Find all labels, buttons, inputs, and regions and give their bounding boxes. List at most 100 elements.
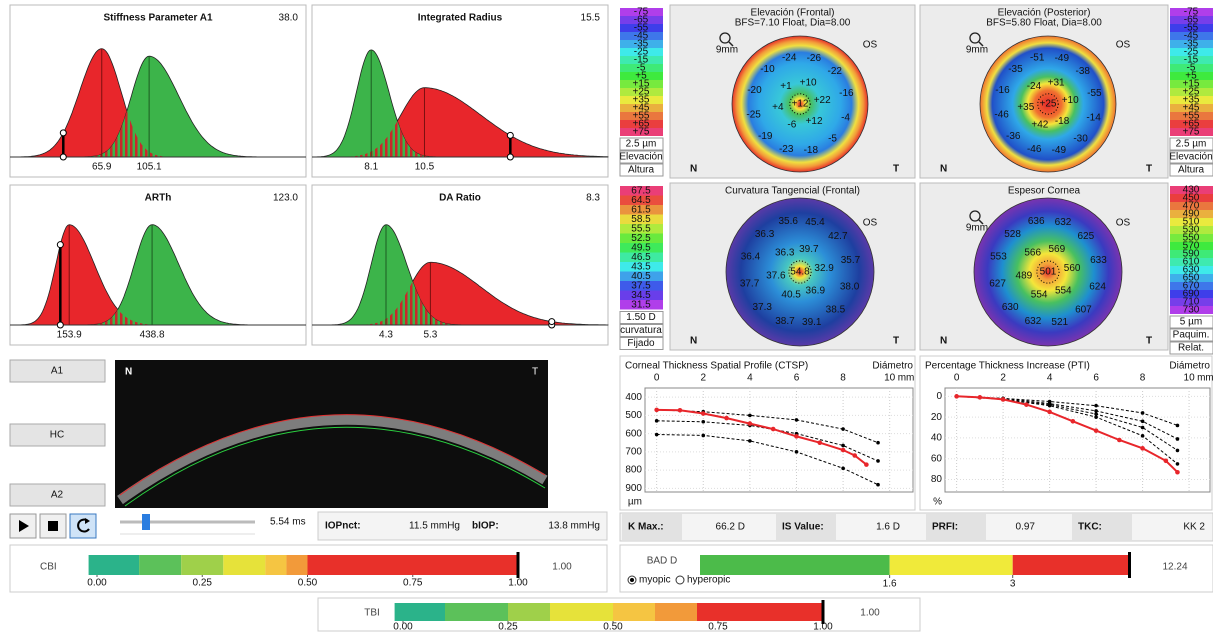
- legend-cell: [620, 80, 663, 88]
- axis-label: Diámetro: [872, 361, 913, 372]
- temporal-label: T: [893, 164, 899, 175]
- gauge-tick-label: 1.00: [813, 622, 833, 632]
- bad-value: 12.24: [1162, 562, 1187, 573]
- marker-dot: [548, 318, 556, 326]
- legend-button[interactable]: [619, 311, 664, 324]
- legend-label: -15: [634, 55, 649, 66]
- legend-button[interactable]: [1169, 315, 1213, 329]
- data-point: [677, 407, 683, 413]
- pupil-ring: [788, 260, 812, 284]
- legend-button[interactable]: [619, 324, 664, 337]
- map-value: +10: [800, 78, 817, 89]
- zoom-icon[interactable]: [719, 32, 731, 44]
- legend-button[interactable]: [619, 337, 664, 350]
- legend-cell: [620, 233, 663, 243]
- legend-label: +35: [633, 95, 650, 106]
- reference-line: [956, 395, 1178, 465]
- legend-label: +75: [633, 127, 650, 138]
- gauge-tick-label: 0.25: [498, 622, 518, 632]
- map-value: 566: [1024, 248, 1041, 259]
- legend-label: -65: [1184, 15, 1199, 26]
- map-value: 35.6: [778, 216, 798, 227]
- legend-cell: [1170, 128, 1213, 136]
- gauge-segment: [889, 555, 1013, 575]
- eye-label: OS: [1116, 218, 1131, 229]
- data-point: [841, 427, 845, 431]
- eye-label: OS: [863, 40, 878, 51]
- map-value: 45.4: [805, 217, 825, 228]
- legend-cell: [1170, 274, 1213, 282]
- map-value: -4: [841, 112, 850, 123]
- legend-label: 710: [1183, 297, 1200, 308]
- map-value: -10: [760, 64, 775, 75]
- legend-label: +15: [633, 79, 650, 90]
- stop-button[interactable]: [39, 513, 67, 539]
- legend-button[interactable]: [1169, 150, 1213, 164]
- legend-button[interactable]: [1169, 341, 1213, 355]
- y-tick-label: 80: [931, 474, 943, 485]
- zoom-icon[interactable]: [969, 32, 981, 44]
- oct-button[interactable]: A1: [9, 359, 106, 383]
- legend-label: -45: [1184, 31, 1199, 42]
- oct-image: N T: [115, 360, 548, 508]
- legend-label: -45: [634, 31, 649, 42]
- map-disc: [725, 197, 875, 347]
- peak-label: 5.3: [423, 330, 437, 341]
- data-point: [1140, 411, 1145, 415]
- legend-label: 49.5: [631, 242, 651, 253]
- gauge-segment: [700, 555, 890, 575]
- map-subtitle: BFS=5.80 Float, Dia=8.00: [986, 18, 1102, 29]
- legend-label: -35: [634, 39, 649, 50]
- oct-button[interactable]: HC: [9, 423, 106, 447]
- radio-hyperopic[interactable]: [675, 575, 685, 585]
- pupil-ring: [789, 93, 811, 115]
- radio-myopic[interactable]: [627, 575, 637, 585]
- legend-button-label: 2.5 µm: [626, 139, 657, 150]
- data-point: [1175, 423, 1180, 428]
- map-value: 54.8: [790, 267, 810, 278]
- legend-label: +45: [633, 103, 650, 114]
- legend-cell: [1170, 16, 1213, 24]
- map-value: +22: [814, 95, 831, 106]
- gauge-segment: [181, 555, 224, 575]
- map-value: +12: [806, 116, 823, 127]
- data-point: [701, 419, 706, 424]
- time-slider[interactable]: [120, 514, 255, 535]
- legend-button[interactable]: [1169, 328, 1213, 342]
- map-value: 39.1: [802, 317, 822, 328]
- legend-button[interactable]: [619, 163, 664, 177]
- zoom-icon[interactable]: [969, 210, 981, 222]
- x-tick-label: 4: [1047, 373, 1053, 384]
- y-tick-label: 20: [931, 412, 943, 423]
- map-value: 36.9: [806, 286, 826, 297]
- biop-label: bIOP:: [472, 521, 499, 532]
- data-point: [1140, 446, 1145, 451]
- plot-area: [944, 387, 1211, 493]
- legend-cell: [620, 262, 663, 272]
- y-unit: %: [933, 497, 942, 508]
- map-value: 38.7: [775, 316, 795, 327]
- legend-cell: [1170, 226, 1213, 234]
- legend-button[interactable]: [1169, 137, 1213, 151]
- gauge-segment: [613, 603, 655, 621]
- legend-button[interactable]: [619, 150, 664, 164]
- data-point: [1070, 418, 1076, 424]
- replay-button[interactable]: [69, 513, 97, 539]
- map-value: 553: [990, 252, 1007, 263]
- legend-button[interactable]: [1169, 163, 1213, 177]
- legend-cell: [620, 290, 663, 300]
- data-point: [841, 466, 845, 471]
- legend-cell: [620, 16, 663, 24]
- legend-button[interactable]: [619, 137, 664, 151]
- legend-label: -25: [634, 47, 649, 58]
- play-button[interactable]: [9, 513, 37, 539]
- gauge-segment: [88, 555, 140, 575]
- peak-label: 65.9: [92, 162, 112, 173]
- gauge-segment: [1012, 555, 1128, 575]
- map-value: +1: [780, 81, 792, 92]
- temporal-label: T: [893, 336, 899, 347]
- oct-button[interactable]: A2: [9, 483, 106, 507]
- map-value: -51: [1030, 52, 1045, 63]
- gauge-tick-label: 0.50: [603, 622, 623, 632]
- map-value: 632: [1025, 316, 1042, 327]
